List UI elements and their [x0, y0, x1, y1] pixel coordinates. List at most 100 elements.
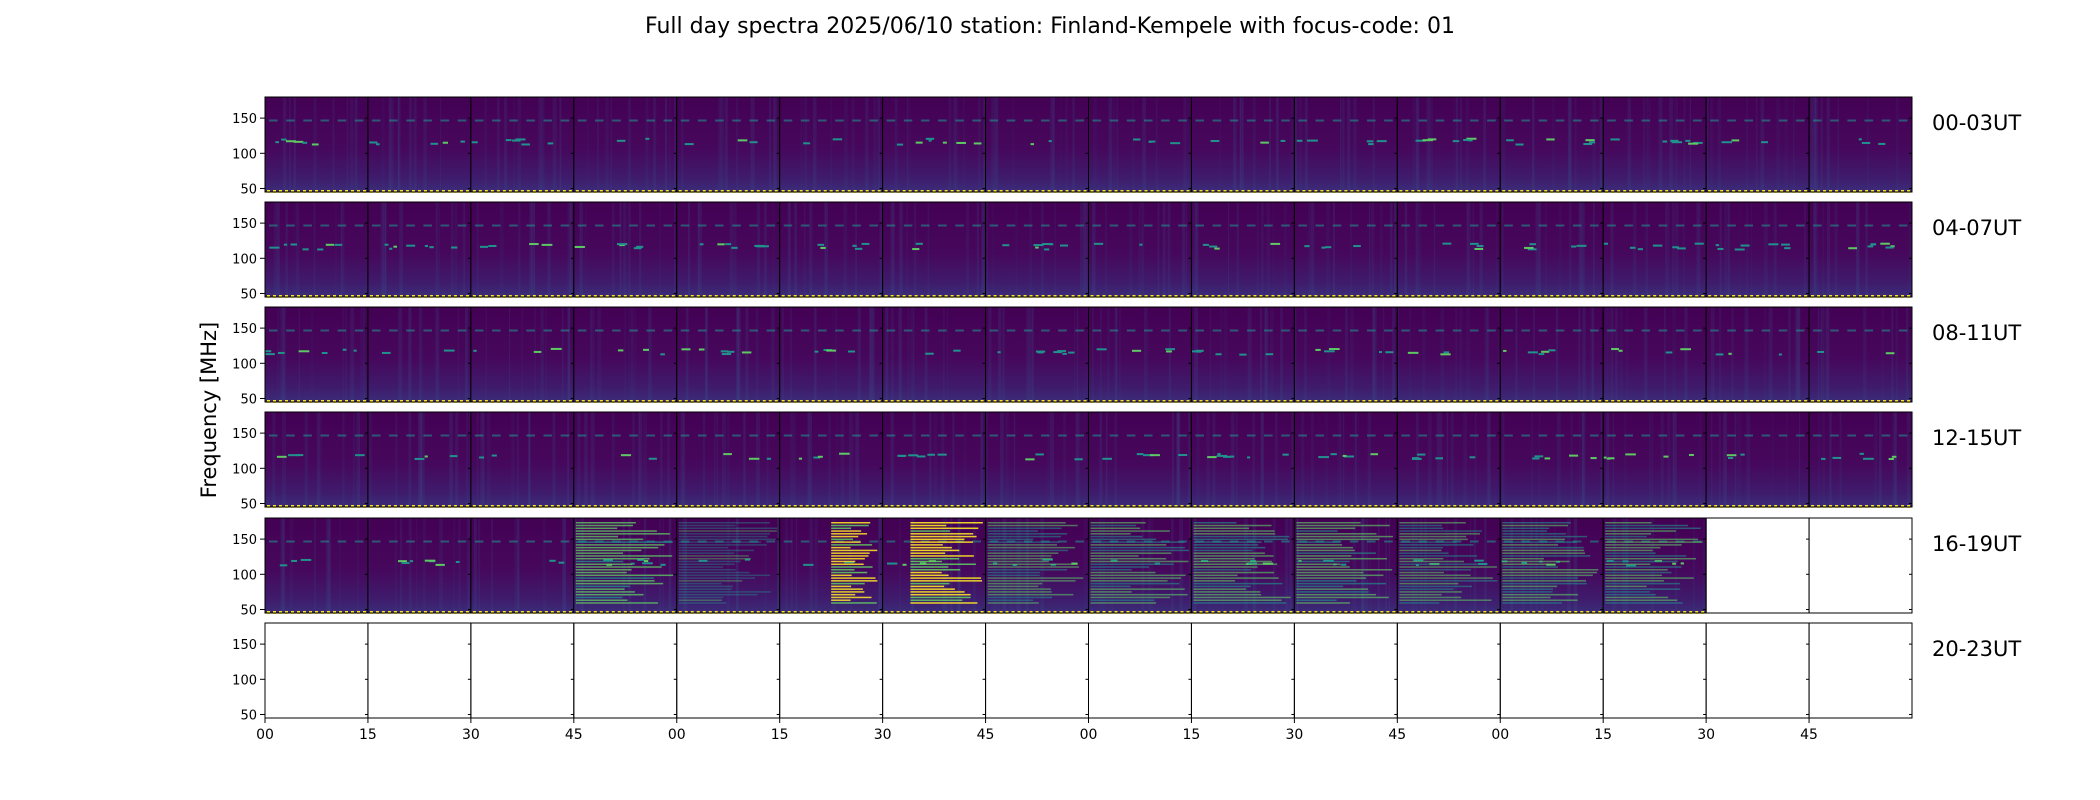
- rfi-line: [1555, 119, 1565, 122]
- rfi-blip: [1727, 457, 1734, 460]
- spectrum-streak: [1119, 307, 1121, 402]
- rfi-line: [783, 224, 793, 227]
- spectrum-streak: [1196, 412, 1200, 507]
- spectrum-streak: [518, 202, 521, 297]
- rfi-line: [1023, 434, 1033, 437]
- rfi-line: [783, 540, 793, 543]
- burst-line: [1296, 591, 1369, 593]
- rfi-line: [1384, 119, 1393, 122]
- burst-line: [1399, 599, 1492, 601]
- rfi-blip: [276, 455, 287, 458]
- rfi-blip: [1239, 353, 1247, 356]
- burst-line: [575, 588, 625, 590]
- rfi-line: [1555, 329, 1565, 332]
- rfi-line: [697, 329, 707, 332]
- burst-line: [831, 596, 872, 599]
- rfi-line: [1126, 224, 1136, 227]
- spectrum-streak: [1047, 412, 1051, 507]
- rfi-line: [903, 540, 913, 543]
- spectrum-streak: [1763, 307, 1767, 402]
- rfi-line: [680, 329, 690, 332]
- burst-line: [1605, 533, 1652, 535]
- spectrum-streak: [638, 202, 642, 297]
- rfi-line: [612, 119, 621, 122]
- spectrum-streak: [736, 518, 739, 613]
- spectrum-streak: [1304, 97, 1308, 192]
- burst-line: [987, 574, 1040, 577]
- rfi-line: [1795, 329, 1805, 332]
- spectrum-streak: [1776, 97, 1780, 192]
- spectrum-panel: [1190, 411, 1295, 508]
- rfi-line: [766, 329, 776, 332]
- panel-frame: [779, 622, 884, 719]
- spectrum-streak: [280, 307, 284, 402]
- spectrum-panel: [779, 411, 884, 508]
- rfi-line: [1727, 329, 1736, 332]
- spectrum-streak: [1349, 307, 1354, 402]
- rfi-blip: [1863, 457, 1874, 460]
- spectrum-streak: [1019, 518, 1022, 613]
- spectrum-streak: [1388, 518, 1391, 613]
- spectrum-panel: [1088, 622, 1192, 719]
- rfi-line: [1092, 119, 1102, 122]
- burst-line: [1399, 577, 1493, 579]
- spectrum-streak: [552, 412, 556, 507]
- rfi-blip: [813, 456, 821, 459]
- spectrum-streak: [540, 307, 544, 402]
- rfi-blip: [1832, 456, 1842, 459]
- spectrum-panel: [882, 517, 987, 614]
- spectrum-background: [1809, 202, 1912, 297]
- spectrum-streak: [438, 202, 440, 297]
- rfi-line: [1075, 224, 1084, 227]
- burst-line: [678, 596, 723, 599]
- rfi-blip: [293, 140, 304, 143]
- spectrum-streak: [1032, 307, 1035, 402]
- rfi-line: [1504, 329, 1513, 332]
- burst-line: [831, 530, 862, 532]
- spectrum-streak: [476, 202, 479, 297]
- rfi-line: [1058, 434, 1067, 437]
- rfi-blip: [717, 243, 725, 246]
- spectrum-streak: [589, 518, 591, 613]
- spectrum-background: [676, 412, 780, 507]
- burst-line: [1090, 535, 1143, 538]
- row-time-label: 16-19UT: [1932, 532, 2021, 556]
- rfi-line: [1847, 119, 1856, 122]
- rfi-line: [852, 329, 861, 332]
- spectrum-streak: [804, 97, 807, 192]
- spectrum-streak: [1672, 307, 1676, 402]
- rfi-line: [1298, 434, 1307, 437]
- rfi-line: [1847, 329, 1856, 332]
- burst-line: [1399, 560, 1465, 563]
- burst-line: [1605, 585, 1647, 588]
- spectrum-streak: [755, 307, 759, 402]
- spectrum-background: [1397, 97, 1501, 192]
- spectrum-streak: [596, 307, 600, 402]
- burst-line: [575, 555, 673, 557]
- burst-line: [1605, 580, 1664, 582]
- rfi-line: [749, 119, 758, 122]
- spectrum-streak: [1570, 412, 1573, 507]
- spectrum-streak: [1352, 518, 1357, 613]
- rfi-line: [680, 434, 690, 437]
- x-tick-label: 45: [1388, 727, 1406, 743]
- rfi-line: [492, 119, 501, 122]
- spectrum-streak: [1910, 307, 1912, 402]
- burst-line: [987, 544, 1057, 546]
- rfi-line: [818, 329, 827, 332]
- y-tick-label: 150: [232, 427, 257, 442]
- burst-line: [1193, 535, 1290, 538]
- burst-line: [987, 580, 1076, 582]
- spectrum-streak: [945, 518, 948, 613]
- spectrum-streak: [1083, 518, 1088, 613]
- rfi-line: [955, 329, 964, 332]
- rfi-line: [697, 434, 707, 437]
- rfi-line: [457, 119, 467, 122]
- rfi-line: [1161, 329, 1170, 332]
- spectrum-streak: [596, 97, 599, 192]
- burst-line: [678, 544, 767, 546]
- rfi-line: [1469, 119, 1479, 122]
- burst-line: [1296, 549, 1355, 552]
